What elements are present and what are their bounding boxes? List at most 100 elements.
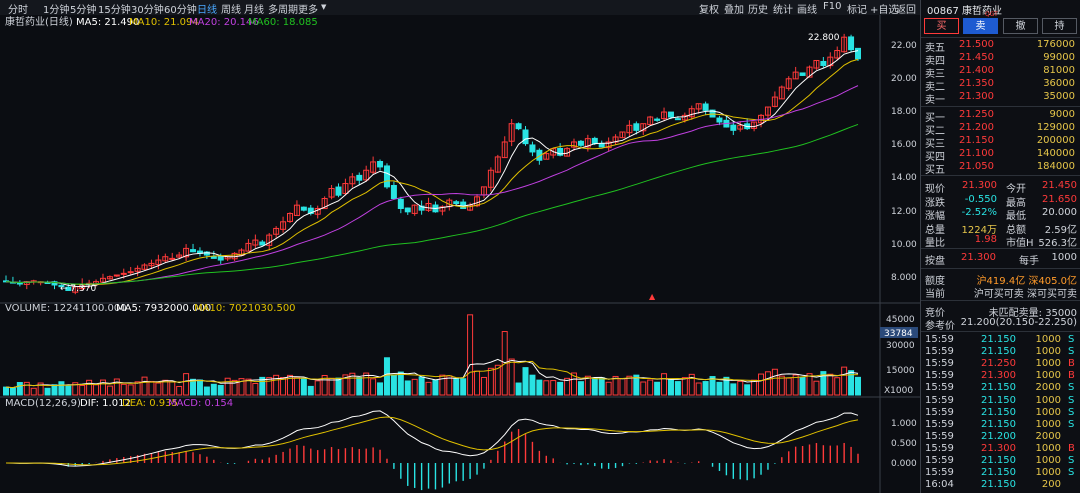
tick-time: 15:59 [925,455,954,466]
candle-body [584,138,591,148]
buy-level[interactable]: 买二 21.200 129000 [921,122,1080,137]
tab-daily[interactable]: 日线 [197,5,217,16]
stats-button[interactable]: 统计 [773,5,793,16]
volume-bar [723,376,730,396]
ma5-line [5,50,859,288]
tab-15min[interactable]: 15分钟 [98,5,131,16]
candle-body [113,274,120,277]
volume-ma-lines [5,358,859,389]
candle-body [848,36,855,51]
level-volume: 200000 [1036,135,1075,146]
tab-more[interactable]: 更多 [298,5,318,16]
tick-volume: 1000 [1035,370,1061,382]
volume-bar [633,374,640,396]
volume-bar [681,377,688,396]
candle-body [557,147,564,156]
volume-bar [557,381,564,396]
candle-body [307,207,314,214]
tick-price: 21.250 [981,358,1016,370]
volume-bar [508,358,515,396]
buy-level[interactable]: 买一 21.250 9000 [921,109,1080,124]
sell-button[interactable]: 卖 [963,18,998,34]
price-tick: 8.000 [891,273,917,283]
quote-label: 今开 [1006,184,1026,195]
tab-weekly[interactable]: 周线 [221,5,241,16]
tick-time: 15:59 [925,382,954,394]
quote-label: 最低 [1006,211,1026,222]
adjust-button[interactable]: 复权 [699,5,719,16]
tick-price: 21.150 [981,382,1016,394]
level-volume: 36000 [1043,78,1075,89]
tick-price: 21.150 [981,418,1016,430]
candle-body [183,247,190,258]
quota-value: 沪419.4亿 深405.0亿 [976,276,1077,287]
volume-bar [716,381,723,396]
level-price: 21.500 [959,39,994,50]
tab-multi-period[interactable]: 多周期 [268,5,298,16]
tab-timeshare[interactable]: 分时 [8,5,28,16]
volume-legend: VOLUME: 12241100.000 [5,303,127,314]
draw-button[interactable]: 画线 [797,5,817,16]
volume-bar [654,381,661,396]
volume-bar [522,367,529,396]
candle-body [155,259,162,266]
chevron-down-icon[interactable]: ▼ [321,3,327,11]
tick-side: S [1068,382,1075,394]
tick-price: 21.150 [981,455,1016,466]
candle-body [508,123,515,142]
candle-body [598,143,605,148]
back-button[interactable]: 返回 [896,5,916,16]
candle-body [404,207,411,213]
tick-side: S [1068,334,1075,345]
price-axis-labels: 22.00 20.00 18.00 16.00 14.00 12.00 10.0… [891,41,917,283]
candle-body [335,186,342,196]
f10-button[interactable]: F10 [823,1,842,12]
tab-30min[interactable]: 30分钟 [131,5,164,16]
candle-body [751,121,758,129]
hold-button[interactable]: 持 [1042,18,1077,34]
candle-body [522,129,529,145]
candle-body [162,256,169,262]
tick-time: 15:59 [925,467,954,479]
sell-level[interactable]: 卖三 21.400 81000 [921,65,1080,80]
tab-60min[interactable]: 60分钟 [164,5,197,16]
tab-monthly[interactable]: 月线 [244,5,264,16]
volume-bar [571,372,577,396]
tick-row: 15:59 21.150 1000 S [921,419,1080,432]
volume-bar [259,376,266,396]
tab-5min[interactable]: 5分钟 [70,5,97,16]
quote-row: 涨跌 -0.550 最高 21.650 [921,194,1080,209]
sell-level[interactable]: 卖一 21.300 35000 [921,91,1080,106]
tick-price: 21.150 [981,346,1016,358]
ma60-line [5,123,859,285]
buy-level[interactable]: 买五 21.050 184000 [921,161,1080,176]
candle-body [390,184,397,200]
candle-body [626,124,633,134]
buy-level[interactable]: 买三 21.150 200000 [921,135,1080,150]
volume-ma5-legend: MA5: 7932000.000 [116,303,211,314]
mark-button[interactable]: 标记 [847,5,867,16]
candle-body [737,124,744,130]
buy-level[interactable]: 买四 21.100 140000 [921,148,1080,163]
quote-label: 最高 [1006,197,1026,209]
volume-bar [737,380,744,396]
tick-side: S [1068,418,1075,430]
overlay-button[interactable]: 叠加 [724,5,744,16]
cancel-button[interactable]: 撤 [1003,18,1038,34]
quote-value: 21.300 [962,180,997,191]
volume-bar [231,379,238,396]
buy-button[interactable]: 买 [924,18,959,34]
low-annotation: ← 7.370 [60,284,96,294]
volume-bar [349,372,356,396]
candle-body [176,254,183,258]
add-watchlist-button[interactable]: +自选 [870,5,899,16]
tick-volume: 1000 [1035,406,1061,418]
sell-level[interactable]: 卖二 21.350 36000 [921,78,1080,93]
sell-level[interactable]: 卖四 21.450 99000 [921,52,1080,67]
current-label: 当前 [925,289,945,300]
volume-bar [356,377,363,396]
sell-level[interactable]: 卖五 21.500 176000 [921,39,1080,54]
tick-row: 15:59 21.150 1000 S [921,467,1080,480]
history-button[interactable]: 历史 [748,5,768,16]
tab-1min[interactable]: 1分钟 [43,5,70,16]
